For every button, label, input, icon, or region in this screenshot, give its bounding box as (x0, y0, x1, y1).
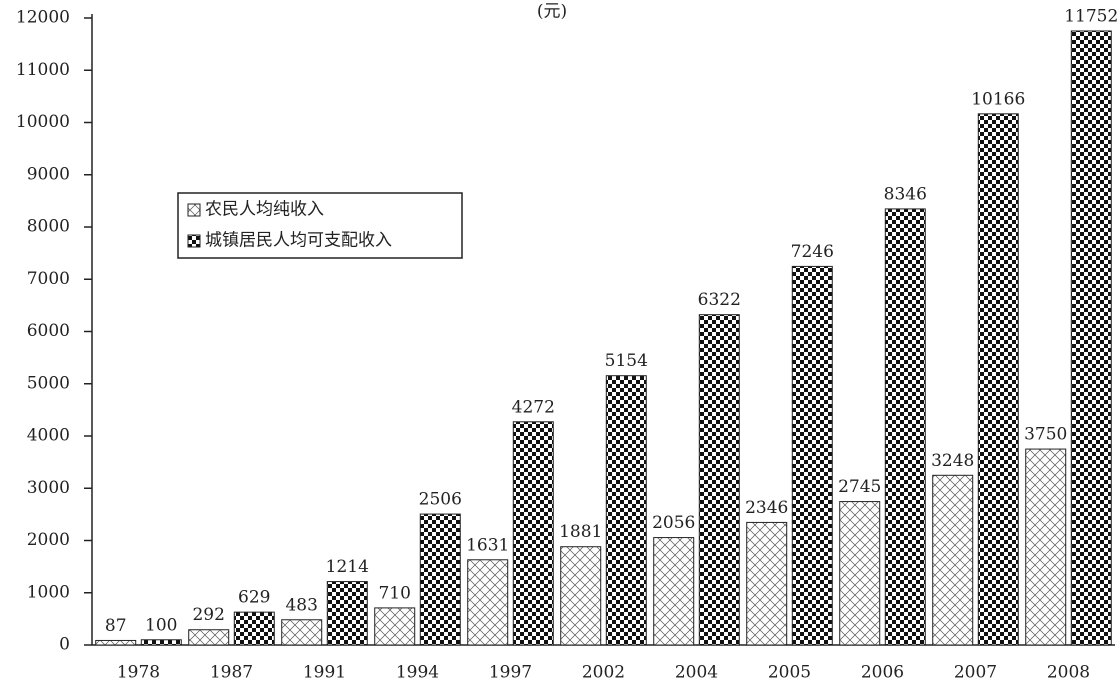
y-tick-label: 8000 (27, 217, 70, 237)
legend-label: 农民人均纯收入 (205, 200, 324, 220)
data-label: 87 (105, 616, 127, 636)
data-label: 5154 (605, 351, 648, 371)
data-label: 483 (285, 595, 317, 615)
bar (791, 265, 833, 646)
y-tick-label: 0 (59, 635, 70, 655)
x-tick-label: 1991 (303, 663, 346, 683)
data-label: 1881 (559, 522, 602, 542)
bar (95, 639, 137, 646)
y-tick-label: 12000 (16, 8, 70, 28)
y-tick-label: 11000 (16, 60, 70, 80)
data-label: 4272 (512, 397, 555, 417)
y-tick-label: 1000 (27, 582, 70, 602)
x-tick-label: 1994 (396, 663, 439, 683)
x-tick-label: 2006 (861, 663, 904, 683)
legend-swatch (187, 234, 201, 248)
y-tick-label: 5000 (27, 373, 70, 393)
bar (140, 639, 182, 646)
bar (1070, 30, 1112, 646)
x-tick-label: 1978 (117, 663, 160, 683)
bar (419, 513, 461, 646)
data-label: 8346 (884, 184, 927, 204)
bar (746, 521, 788, 646)
y-tick-label: 9000 (27, 164, 70, 184)
bar (188, 629, 230, 646)
bar (560, 546, 602, 646)
x-tick-label: 2002 (582, 663, 625, 683)
data-label: 7246 (791, 242, 834, 262)
y-axis-label: (元) (537, 2, 567, 22)
bar (467, 559, 509, 646)
data-label: 292 (192, 605, 224, 625)
bar (1025, 448, 1067, 646)
data-label: 100 (145, 615, 177, 635)
data-label: 1214 (326, 557, 369, 577)
data-label: 710 (378, 583, 410, 603)
x-tick-label: 1997 (489, 663, 532, 683)
x-tick-label: 1987 (210, 663, 253, 683)
data-label: 11752 (1064, 6, 1118, 26)
data-label: 6322 (698, 290, 741, 310)
bar (512, 421, 554, 646)
y-tick-label: 10000 (16, 112, 70, 132)
x-tick-label: 2004 (675, 663, 718, 683)
data-label: 3248 (931, 451, 974, 471)
bar (605, 375, 647, 646)
x-tick-label: 2007 (954, 663, 997, 683)
bar (698, 314, 740, 646)
bar (233, 611, 275, 646)
data-label: 2506 (419, 490, 462, 510)
bar (932, 474, 974, 646)
data-label: 3750 (1024, 425, 1067, 445)
y-tick-label: 7000 (27, 269, 70, 289)
data-label: 2346 (745, 498, 788, 518)
bar (326, 581, 368, 646)
legend-box (177, 192, 463, 259)
bar (977, 113, 1019, 646)
legend-label: 城镇居民人均可支配收入 (205, 231, 392, 251)
x-tick-label: 2005 (768, 663, 811, 683)
bar (281, 619, 323, 646)
bar (653, 537, 695, 646)
x-tick-label: 2008 (1047, 663, 1090, 683)
y-tick-label: 2000 (27, 530, 70, 550)
bar (839, 501, 881, 646)
y-tick-label: 4000 (27, 426, 70, 446)
data-label: 1631 (466, 535, 509, 555)
y-tick-label: 3000 (27, 478, 70, 498)
data-label: 2056 (652, 513, 695, 533)
legend-swatch (187, 203, 201, 217)
bar (884, 208, 926, 646)
data-label: 629 (238, 588, 270, 608)
data-label: 10166 (971, 89, 1025, 109)
data-label: 2745 (838, 477, 881, 497)
y-tick-label: 6000 (27, 321, 70, 341)
bar (374, 607, 416, 646)
